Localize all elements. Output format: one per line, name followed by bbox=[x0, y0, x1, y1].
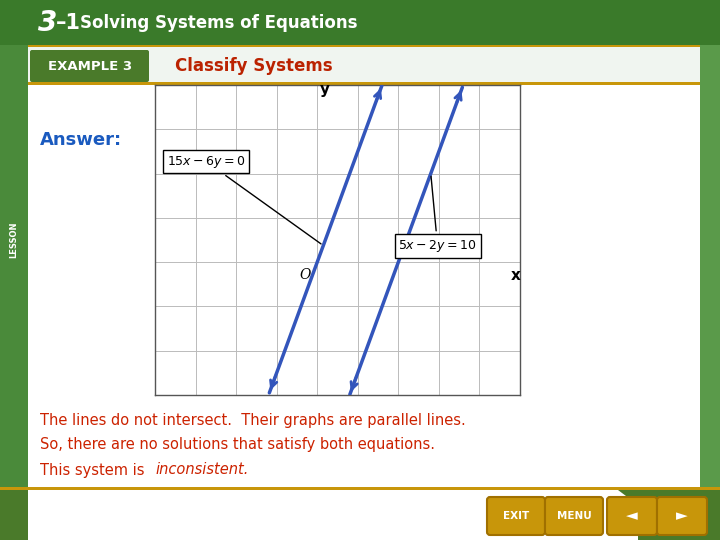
Bar bbox=[700, 45, 720, 540]
Text: ◄: ◄ bbox=[626, 509, 638, 523]
Text: The lines do not intersect.  Their graphs are parallel lines.: The lines do not intersect. Their graphs… bbox=[40, 413, 466, 428]
Text: Solving Systems of Equations: Solving Systems of Equations bbox=[80, 14, 358, 32]
FancyBboxPatch shape bbox=[30, 50, 149, 82]
Text: y: y bbox=[320, 82, 330, 97]
Bar bbox=[0, 490, 720, 540]
Bar bbox=[28, 82, 700, 85]
Polygon shape bbox=[28, 490, 638, 540]
Bar bbox=[0, 45, 28, 540]
Text: Answer:: Answer: bbox=[40, 131, 122, 149]
Text: O: O bbox=[300, 268, 311, 282]
Bar bbox=[28, 47, 700, 82]
Text: So, there are no solutions that satisfy both equations.: So, there are no solutions that satisfy … bbox=[40, 437, 435, 453]
Text: $5x - 2y = 10$: $5x - 2y = 10$ bbox=[398, 177, 477, 254]
Text: Classify Systems: Classify Systems bbox=[175, 57, 333, 75]
Text: –1: –1 bbox=[56, 13, 81, 33]
Text: x: x bbox=[511, 268, 521, 283]
FancyBboxPatch shape bbox=[657, 497, 707, 535]
Bar bbox=[0, 487, 720, 490]
Text: EXAMPLE 3: EXAMPLE 3 bbox=[48, 59, 132, 72]
FancyBboxPatch shape bbox=[607, 497, 657, 535]
Text: 3: 3 bbox=[38, 9, 58, 37]
FancyBboxPatch shape bbox=[545, 497, 603, 535]
Text: LESSON: LESSON bbox=[9, 222, 19, 258]
Bar bbox=[0, 0, 720, 45]
FancyBboxPatch shape bbox=[487, 497, 545, 535]
Text: MENU: MENU bbox=[557, 511, 591, 521]
Bar bbox=[28, 50, 700, 490]
Text: EXIT: EXIT bbox=[503, 511, 529, 521]
Text: ►: ► bbox=[676, 509, 688, 523]
Bar bbox=[0, 45, 720, 50]
Text: inconsistent.: inconsistent. bbox=[155, 462, 248, 477]
Text: This system is: This system is bbox=[40, 462, 149, 477]
Text: $15x - 6y = 0$: $15x - 6y = 0$ bbox=[167, 154, 321, 244]
